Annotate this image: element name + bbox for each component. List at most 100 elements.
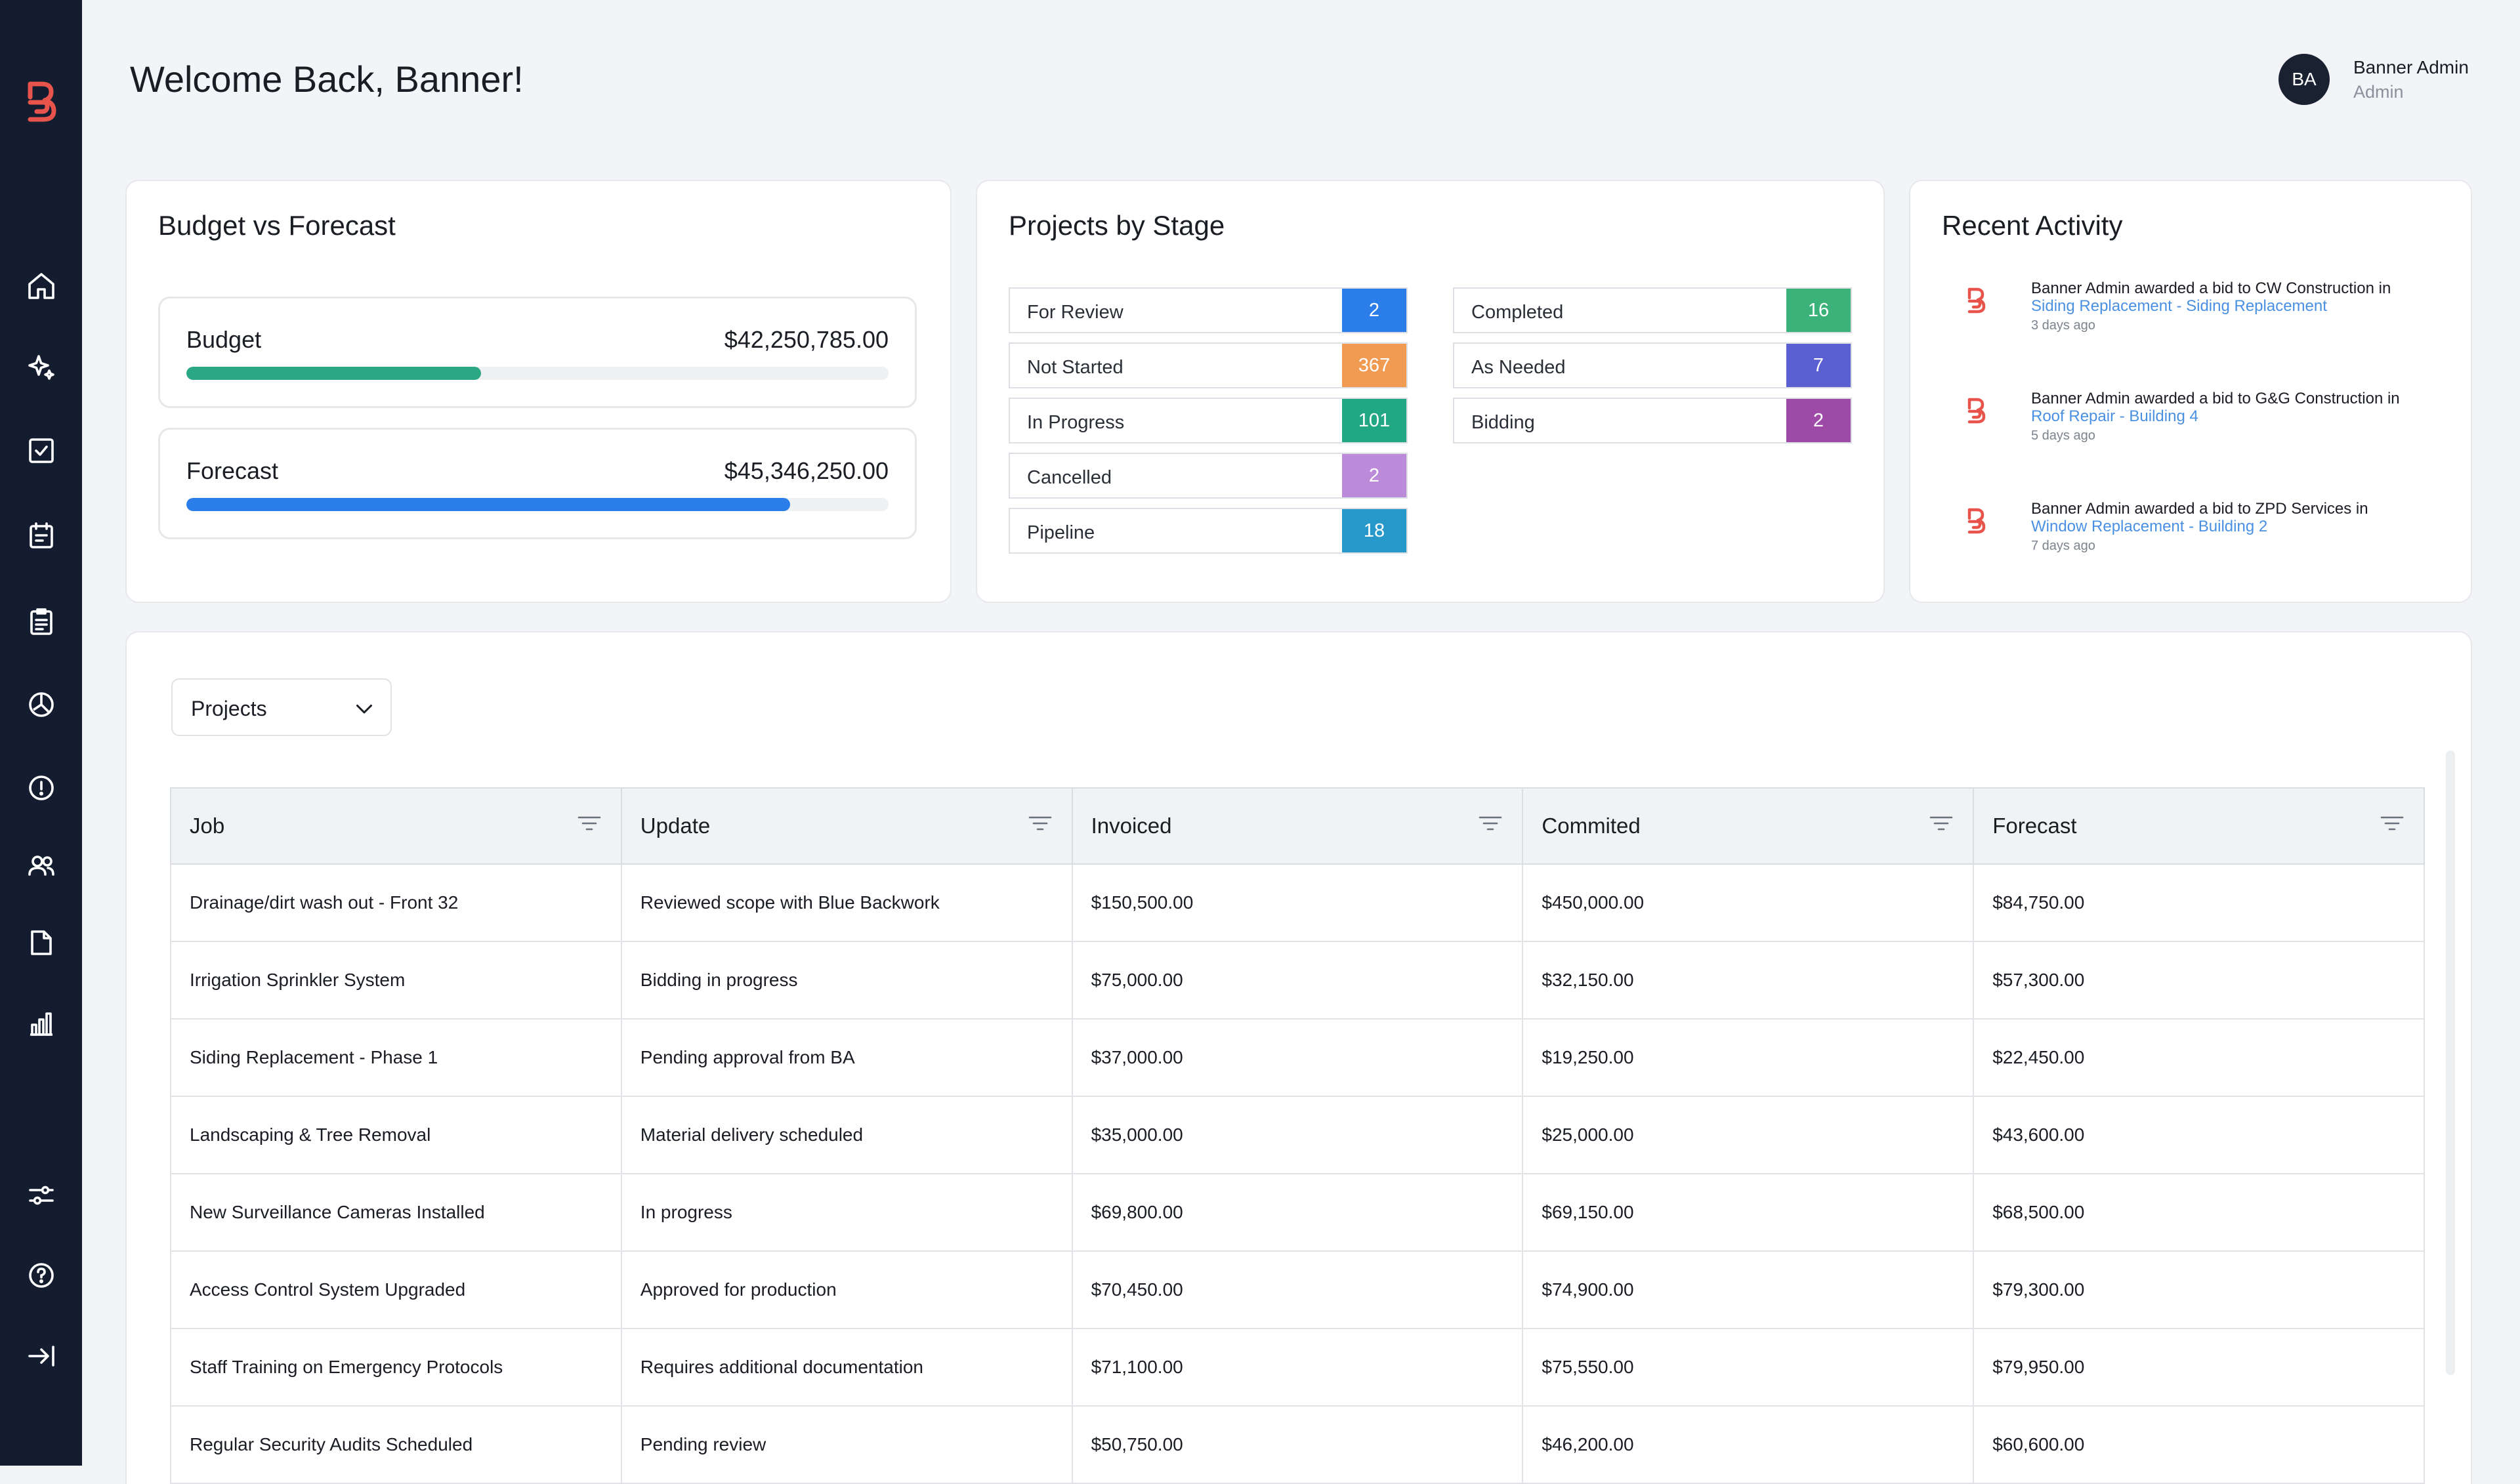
table-cell: $37,000.00 bbox=[1071, 1018, 1524, 1097]
sidebar-item-analytics[interactable] bbox=[24, 1006, 59, 1041]
table-cell: $57,300.00 bbox=[1973, 941, 2425, 1020]
recent-activity-card: Recent Activity Banner Admin awarded a b… bbox=[1909, 180, 2472, 603]
sidebar bbox=[0, 0, 82, 1466]
activity-project-link[interactable]: Siding Replacement - Siding Replacement bbox=[2031, 297, 2327, 315]
column-header[interactable]: Job bbox=[170, 787, 622, 865]
stage-row[interactable]: Cancelled 2 bbox=[1009, 453, 1408, 499]
card-title: Recent Activity bbox=[1942, 210, 2123, 241]
activity-project-link[interactable]: Roof Repair - Building 4 bbox=[2031, 407, 2198, 425]
table-cell: $79,950.00 bbox=[1973, 1328, 2425, 1407]
stage-count-badge: 367 bbox=[1342, 344, 1406, 387]
stage-row[interactable]: Completed 16 bbox=[1453, 287, 1852, 333]
forecast-label: Forecast bbox=[186, 457, 279, 484]
sidebar-item-files[interactable] bbox=[24, 925, 59, 960]
stage-row[interactable]: Bidding 2 bbox=[1453, 398, 1852, 443]
table-row[interactable]: Staff Training on Emergency Protocols Req… bbox=[170, 1328, 2425, 1407]
table-cell: Regular Security Audits Scheduled bbox=[170, 1405, 622, 1484]
budget-forecast-card: Budget vs Forecast Budget $42,250,785.00… bbox=[125, 180, 952, 603]
forecast-value: $45,346,250.00 bbox=[724, 457, 889, 484]
column-header-label: Invoiced bbox=[1091, 814, 1172, 838]
table-cell: New Surveillance Cameras Installed bbox=[170, 1173, 622, 1252]
table-scrollbar[interactable] bbox=[2446, 751, 2455, 1375]
table-cell: $35,000.00 bbox=[1071, 1096, 1524, 1174]
column-header-label: Forecast bbox=[1992, 814, 2077, 838]
sidebar-item-help[interactable] bbox=[24, 1258, 59, 1293]
activity-text: Banner Admin awarded a bid to ZPD Servic… bbox=[2031, 500, 2368, 518]
stage-label: Pipeline bbox=[1027, 522, 1095, 543]
table-cell: Requires additional documentation bbox=[620, 1328, 1073, 1407]
stage-count-badge: 101 bbox=[1342, 399, 1406, 442]
stage-row[interactable]: Not Started 367 bbox=[1009, 342, 1408, 388]
column-header[interactable]: Invoiced bbox=[1071, 787, 1524, 865]
table-row[interactable]: Siding Replacement - Phase 1 Pending appr… bbox=[170, 1018, 2425, 1097]
table-cell: $79,300.00 bbox=[1973, 1250, 2425, 1329]
filter-icon[interactable] bbox=[576, 814, 602, 833]
projects-table: Job Update Invoiced Commited Forecast Draina… bbox=[170, 787, 2425, 1484]
table-cell: Approved for production bbox=[620, 1250, 1073, 1329]
table-header-row: Job Update Invoiced Commited Forecast bbox=[170, 787, 2425, 865]
stage-label: As Needed bbox=[1471, 357, 1566, 378]
stage-row[interactable]: Pipeline 18 bbox=[1009, 508, 1408, 554]
filter-icon[interactable] bbox=[1928, 814, 1954, 833]
table-cell: Staff Training on Emergency Protocols bbox=[170, 1328, 622, 1407]
table-cell: Irrigation Sprinkler System bbox=[170, 941, 622, 1020]
table-cell: $69,800.00 bbox=[1071, 1173, 1524, 1252]
sidebar-item-settings[interactable] bbox=[24, 1178, 59, 1213]
table-cell: $74,900.00 bbox=[1522, 1250, 1975, 1329]
filter-icon[interactable] bbox=[2379, 814, 2405, 833]
stage-count-badge: 2 bbox=[1342, 289, 1406, 332]
table-row[interactable]: Irrigation Sprinkler System Bidding in pr… bbox=[170, 941, 2425, 1020]
table-cell: Bidding in progress bbox=[620, 941, 1073, 1020]
activity-text: Banner Admin awarded a bid to G&G Constr… bbox=[2031, 390, 2400, 407]
table-cell: $22,450.00 bbox=[1973, 1018, 2425, 1097]
calendar-icon bbox=[30, 522, 53, 548]
sidebar-item-reports[interactable] bbox=[24, 687, 59, 722]
stage-row[interactable]: For Review 2 bbox=[1009, 287, 1408, 333]
table-row[interactable]: New Surveillance Cameras Installed In pro… bbox=[170, 1173, 2425, 1252]
column-header-label: Job bbox=[190, 814, 225, 838]
stage-label: Not Started bbox=[1027, 357, 1124, 378]
column-header[interactable]: Commited bbox=[1522, 787, 1975, 865]
table-cell: Material delivery scheduled bbox=[620, 1096, 1073, 1174]
stage-row[interactable]: As Needed 7 bbox=[1453, 342, 1852, 388]
filter-icon[interactable] bbox=[1027, 814, 1053, 833]
sidebar-item-schedule[interactable] bbox=[24, 518, 59, 553]
banner-logo-icon bbox=[1967, 398, 1986, 424]
chevron-down-icon bbox=[356, 705, 372, 714]
filter-icon[interactable] bbox=[1477, 814, 1503, 833]
avatar[interactable]: BA bbox=[2278, 54, 2330, 105]
stage-row[interactable]: In Progress 101 bbox=[1009, 398, 1408, 443]
sidebar-item-home[interactable] bbox=[24, 268, 59, 304]
column-header-label: Update bbox=[640, 814, 711, 838]
table-cell: Pending approval from BA bbox=[620, 1018, 1073, 1097]
projects-by-stage-card: Projects by Stage For Review 2 Not Started… bbox=[976, 180, 1885, 603]
stage-label: Cancelled bbox=[1027, 467, 1112, 488]
column-header[interactable]: Forecast bbox=[1973, 787, 2425, 865]
stage-label: Bidding bbox=[1471, 412, 1535, 433]
sparkle-icon bbox=[28, 355, 54, 380]
sidebar-item-sparkle[interactable] bbox=[24, 350, 59, 386]
sidebar-item-alerts[interactable] bbox=[24, 770, 59, 806]
table-cell: $43,600.00 bbox=[1973, 1096, 2425, 1174]
projects-dropdown[interactable]: Projects bbox=[171, 678, 392, 736]
activity-time: 7 days ago bbox=[2031, 539, 2095, 553]
alert-icon bbox=[29, 775, 54, 800]
user-menu[interactable]: BA Banner Admin Admin bbox=[2278, 54, 2469, 105]
table-row[interactable]: Drainage/dirt wash out - Front 32 Reviewe… bbox=[170, 863, 2425, 942]
activity-project-link[interactable]: Window Replacement - Building 2 bbox=[2031, 518, 2268, 535]
sidebar-item-documents[interactable] bbox=[24, 604, 59, 639]
table-cell: $75,550.00 bbox=[1522, 1328, 1975, 1407]
sidebar-item-collapse[interactable] bbox=[24, 1338, 59, 1374]
sidebar-item-tasks[interactable] bbox=[24, 433, 59, 468]
card-title: Budget vs Forecast bbox=[158, 210, 396, 241]
banner-logo[interactable] bbox=[25, 80, 58, 123]
table-row[interactable]: Landscaping & Tree Removal Material deliv… bbox=[170, 1096, 2425, 1174]
table-cell: Pending review bbox=[620, 1405, 1073, 1484]
sidebar-item-contacts[interactable] bbox=[24, 848, 59, 883]
table-cell: $150,500.00 bbox=[1071, 863, 1524, 942]
stage-label: For Review bbox=[1027, 302, 1124, 323]
help-icon bbox=[29, 1263, 54, 1288]
table-row[interactable]: Regular Security Audits Scheduled Pending… bbox=[170, 1405, 2425, 1484]
table-row[interactable]: Access Control System Upgraded Approved f… bbox=[170, 1250, 2425, 1329]
column-header[interactable]: Update bbox=[620, 787, 1073, 865]
